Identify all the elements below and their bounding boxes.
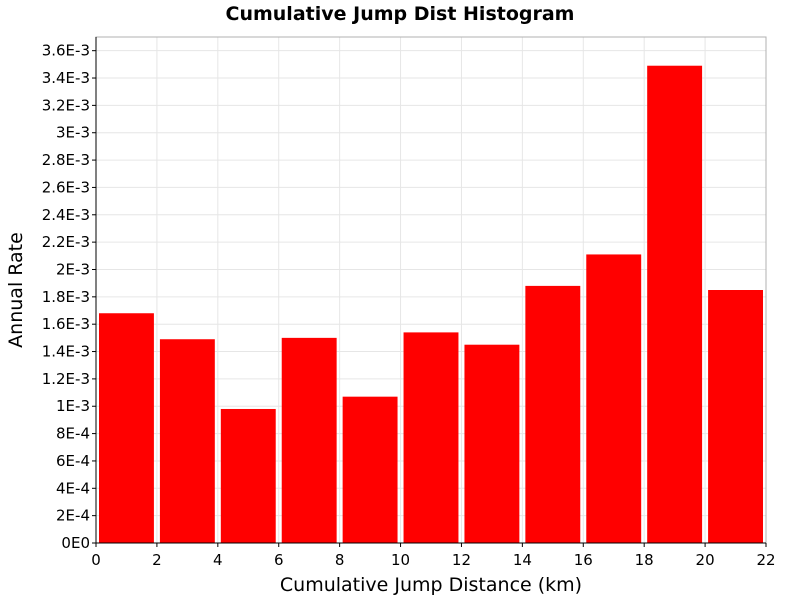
x-tick-label: 6 xyxy=(274,551,284,569)
y-tick-label: 2E-3 xyxy=(56,260,90,278)
x-tick-label: 14 xyxy=(513,551,532,569)
histogram-bar xyxy=(403,332,459,543)
y-tick-label: 1.2E-3 xyxy=(42,370,90,388)
y-tick-label: 3E-3 xyxy=(56,124,90,142)
x-tick-label: 18 xyxy=(635,551,654,569)
x-tick-label: 10 xyxy=(391,551,410,569)
x-axis-label: Cumulative Jump Distance (km) xyxy=(280,574,582,596)
histogram-bar xyxy=(586,254,642,543)
x-tick-label: 12 xyxy=(452,551,471,569)
histogram-bar xyxy=(708,290,763,543)
y-axis-label: Annual Rate xyxy=(5,232,27,348)
y-tick-label: 2.2E-3 xyxy=(42,233,90,251)
y-tick-label: 6E-4 xyxy=(56,452,90,470)
y-tick-label: 3.4E-3 xyxy=(42,69,90,87)
y-tick-label: 0E0 xyxy=(61,534,90,552)
x-tick-label: 2 xyxy=(152,551,162,569)
x-tick-label: 16 xyxy=(574,551,593,569)
y-tick-label: 8E-4 xyxy=(56,425,90,443)
histogram-bar xyxy=(159,339,215,543)
y-tick-label: 2E-4 xyxy=(56,507,90,525)
ticks-layer: 0E0 2E-4 4E-4 6E-4 8E-4 1E-3 1.2E-3 1.4E-3 1.6E-… xyxy=(42,42,776,569)
histogram-bar xyxy=(647,65,703,543)
x-tick-label: 8 xyxy=(335,551,345,569)
x-tick-label: 4 xyxy=(213,551,223,569)
y-tick-label: 1.8E-3 xyxy=(42,288,90,306)
y-tick-label: 1E-3 xyxy=(56,397,90,415)
y-tick-label: 2.6E-3 xyxy=(42,178,90,196)
y-tick-label: 2.8E-3 xyxy=(42,151,90,169)
y-tick-label: 3.6E-3 xyxy=(42,42,90,60)
chart-title: Cumulative Jump Dist Histogram xyxy=(226,3,575,25)
x-tick-label: 22 xyxy=(756,551,775,569)
y-tick-label: 4E-4 xyxy=(56,479,90,497)
axes-layer xyxy=(95,37,766,544)
y-tick-label: 1.4E-3 xyxy=(42,343,90,361)
histogram-bar xyxy=(99,313,154,543)
histogram-bar xyxy=(525,285,581,543)
x-tick-label: 0 xyxy=(91,551,101,569)
x-tick-label: 20 xyxy=(696,551,715,569)
y-tick-label: 3.2E-3 xyxy=(42,96,90,114)
y-tick-label: 1.6E-3 xyxy=(42,315,90,333)
histogram-bar xyxy=(281,337,337,543)
histogram-bar xyxy=(220,408,276,543)
histogram-bar xyxy=(464,344,520,543)
bars-layer xyxy=(99,65,763,543)
histogram-bar xyxy=(342,396,398,543)
y-tick-label: 2.4E-3 xyxy=(42,206,90,224)
